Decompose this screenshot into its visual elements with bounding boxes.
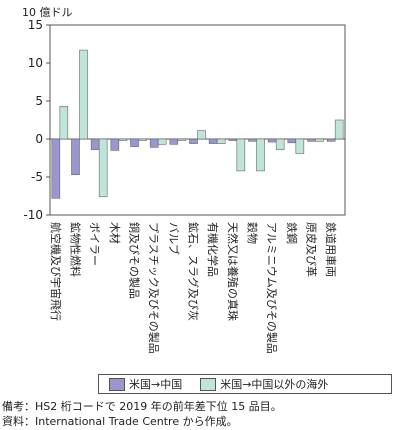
bar-us-china-0: [51, 138, 61, 199]
bar-chart: 15 10 5 0 -5 -10 航空機及び宇宙飛行 鉱物性燃料 ボイラー 木材 銅及びその製品 プラ…: [23, 18, 346, 354]
note-source: 資料：International Trade Centre から作成。: [2, 415, 238, 428]
y-tick-label-2: 5: [35, 94, 43, 108]
bar-us-china-3: [110, 138, 120, 151]
bar-us-other-1: [79, 49, 88, 140]
bar-us-china-9: [228, 138, 238, 141]
category-label-4: 銅及びその製品: [128, 222, 142, 299]
category-label-0: 航空機及び宇宙飛行: [49, 222, 63, 321]
y-tick-label-5: -10: [23, 208, 43, 222]
y-tick-label-3: 0: [35, 132, 43, 146]
category-label-3: 木材: [108, 222, 122, 244]
bar-us-china-13: [307, 138, 316, 142]
legend-label-us-other: 米国→中国以外の海外: [220, 378, 329, 391]
category-label-7: 鉱石、スラグ及び灰: [187, 222, 201, 321]
category-label-5: プラスチック及びその製品: [147, 222, 161, 354]
bar-us-other-14: [334, 119, 344, 140]
bar-us-china-4: [130, 138, 139, 147]
category-label-11: アルミニウム及びその製品: [265, 222, 279, 354]
legend-swatch-us-china: [109, 377, 125, 391]
bar-us-other-10: [256, 138, 265, 172]
category-label-1: 鉱物性燃料: [69, 222, 83, 277]
category-label-2: ボイラー: [88, 222, 101, 266]
bar-us-other-8: [216, 138, 226, 144]
category-label-8: 有機化学品: [206, 222, 220, 277]
bar-us-china-11: [267, 138, 277, 143]
bar-us-other-3: [118, 138, 128, 141]
bar-us-other-12: [295, 138, 305, 154]
bar-us-other-11: [275, 138, 285, 150]
y-axis-unit-label: 10 億ドル: [22, 6, 73, 19]
bar-us-other-7: [197, 130, 206, 140]
category-label-9: 天然又は養殖の真珠: [226, 222, 240, 321]
category-label-13: 原皮及び革: [305, 222, 319, 277]
legend-item-us-other: 米国→中国以外の海外: [200, 376, 328, 392]
plot-frame: [49, 24, 346, 216]
bar-us-china-2: [90, 138, 100, 150]
category-label-6: バルブ: [167, 222, 181, 255]
y-tick-label-1: 10: [28, 56, 43, 70]
category-label-14: 鉄道用車両: [324, 222, 338, 277]
bar-us-other-0: [59, 106, 69, 140]
bar-us-china-12: [287, 138, 297, 144]
bar-us-china-6: [169, 138, 179, 145]
legend-swatch-us-other: [200, 377, 217, 391]
bar-us-china-8: [208, 138, 218, 144]
y-tick-label-0: 15: [28, 18, 43, 32]
bar-us-china-14: [326, 138, 336, 142]
category-label-12: 鉄鋼: [285, 222, 299, 244]
bar-us-china-1: [71, 138, 80, 176]
legend-label-us-china: 米国→中国: [129, 378, 183, 391]
y-tick-label-4: -5: [31, 170, 43, 184]
bar-us-china-5: [149, 138, 159, 148]
bar-us-other-4: [138, 138, 147, 141]
bar-us-other-13: [315, 138, 324, 142]
legend-item-us-china: 米国→中国: [109, 376, 182, 392]
note-remarks: 備考：HS2 桁コードで 2019 年の前年差下位 15 品目。: [2, 400, 282, 413]
category-label-10: 穀物: [246, 222, 260, 244]
bar-us-other-6: [177, 138, 187, 141]
bar-us-china-10: [248, 138, 257, 142]
bar-us-other-2: [98, 138, 108, 198]
bar-us-other-5: [157, 138, 167, 145]
bar-us-other-9: [236, 138, 246, 172]
chart-notes: 備考：HS2 桁コードで 2019 年の前年差下位 15 品目。 資料：Inte…: [2, 399, 282, 429]
chart-legend: 米国→中国 米国→中国以外の海外: [98, 374, 392, 394]
bar-us-china-7: [189, 138, 198, 144]
